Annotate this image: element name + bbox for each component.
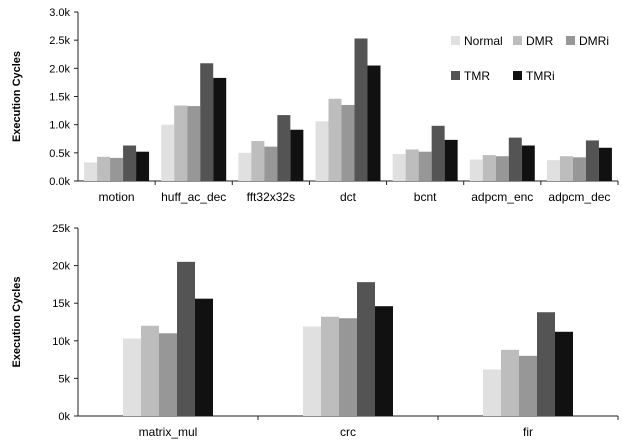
category-label: dct: [340, 190, 357, 204]
bar-dmri-bcnt: [418, 151, 432, 181]
category-label: huff_ac_dec: [161, 190, 226, 204]
bar-normal-matrix_mul: [123, 338, 141, 416]
legend-swatch-tmr: [451, 71, 460, 80]
bar-tmr-crc: [357, 282, 375, 416]
category-label: fir: [523, 425, 533, 439]
bar-dmr-motion: [97, 156, 111, 181]
bar-dmr-fft32x32s: [251, 141, 265, 181]
bar-normal-fft32x32s: [238, 152, 252, 181]
y-tick-label: 20k: [52, 261, 70, 273]
legend-label-dmr: DMR: [526, 34, 554, 48]
bar-tmri-motion: [136, 151, 150, 181]
bar-dmr-bcnt: [405, 149, 419, 181]
bar-tmr-huff_ac_dec: [200, 63, 214, 181]
y-tick-label: 1.5k: [49, 92, 70, 104]
category-label: bcnt: [414, 190, 437, 204]
y-tick-label: 5k: [58, 373, 70, 385]
bar-normal-dct: [315, 121, 329, 181]
y-axis-label: Execution Cycles: [11, 51, 23, 142]
bar-tmr-adpcm_dec: [585, 140, 599, 181]
legend-label-tmri: TMRi: [526, 69, 555, 83]
category-label: adpcm_enc: [471, 190, 533, 204]
y-tick-label: 0.0k: [49, 176, 70, 188]
bar-dmr-dct: [328, 98, 342, 181]
y-tick-label: 10k: [52, 336, 70, 348]
y-axis-label: Execution Cycles: [11, 276, 23, 367]
legend-label-dmri: DMRi: [579, 34, 609, 48]
bar-tmr-bcnt: [431, 125, 445, 181]
bar-dmr-crc: [321, 316, 339, 416]
bar-tmri-adpcm_enc: [521, 145, 535, 181]
category-label: adpcm_dec: [548, 190, 610, 204]
bar-tmri-adpcm_dec: [598, 147, 612, 181]
bar-tmr-fir: [537, 312, 555, 416]
bar-dmri-crc: [339, 318, 357, 416]
bar-tmr-matrix_mul: [177, 261, 195, 416]
bar-tmr-dct: [354, 38, 368, 181]
y-tick-label: 2.5k: [49, 35, 70, 47]
category-label: crc: [340, 425, 356, 439]
bar-normal-bcnt: [392, 153, 406, 181]
y-tick-label: 25k: [52, 223, 70, 235]
bar-dmri-motion: [110, 157, 124, 181]
bar-tmri-fir: [555, 331, 573, 416]
bar-dmri-adpcm_dec: [572, 157, 586, 181]
bar-tmri-huff_ac_dec: [213, 77, 227, 181]
bar-normal-adpcm_enc: [469, 159, 483, 181]
bar-dmri-adpcm_enc: [495, 156, 509, 181]
bar-tmri-crc: [375, 306, 393, 416]
bar-tmr-motion: [123, 145, 137, 181]
bar-tmri-dct: [367, 65, 381, 181]
bar-dmr-adpcm_enc: [482, 155, 496, 181]
bar-dmri-fir: [519, 355, 537, 416]
legend-swatch-tmri: [513, 71, 522, 80]
bar-dmri-fft32x32s: [264, 146, 278, 181]
y-tick-label: 15k: [52, 298, 70, 310]
bar-dmri-dct: [341, 104, 355, 181]
bar-tmri-fft32x32s: [290, 129, 304, 181]
y-tick-label: 0k: [58, 411, 70, 423]
category-label: motion: [99, 190, 135, 204]
bar-tmri-matrix_mul: [195, 298, 213, 416]
bar-normal-fir: [483, 369, 501, 416]
category-label: matrix_mul: [139, 425, 198, 439]
bar-tmr-fft32x32s: [277, 115, 291, 181]
legend-swatch-dmri: [566, 36, 575, 45]
bar-dmr-huff_ac_dec: [174, 105, 188, 181]
bar-dmr-matrix_mul: [141, 325, 159, 416]
bar-normal-crc: [303, 326, 321, 416]
bar-dmri-matrix_mul: [159, 333, 177, 416]
bar-normal-motion: [84, 162, 98, 181]
y-tick-label: 0.5k: [49, 148, 70, 160]
category-label: fft32x32s: [247, 190, 295, 204]
bar-tmri-bcnt: [444, 139, 458, 181]
bar-dmr-adpcm_dec: [559, 156, 573, 181]
legend-swatch-dmr: [513, 36, 522, 45]
y-tick-label: 2.0k: [49, 63, 70, 75]
bar-dmri-huff_ac_dec: [187, 106, 201, 181]
bar-normal-huff_ac_dec: [161, 124, 175, 181]
legend-label-tmr: TMR: [464, 69, 490, 83]
bar-dmr-fir: [501, 349, 519, 416]
bar-normal-adpcm_dec: [546, 160, 560, 181]
bar-tmr-adpcm_enc: [508, 137, 522, 181]
y-tick-label: 3.0k: [49, 7, 70, 19]
y-tick-label: 1.0k: [49, 120, 70, 132]
legend-label-normal: Normal: [464, 34, 503, 48]
legend-swatch-normal: [451, 36, 460, 45]
